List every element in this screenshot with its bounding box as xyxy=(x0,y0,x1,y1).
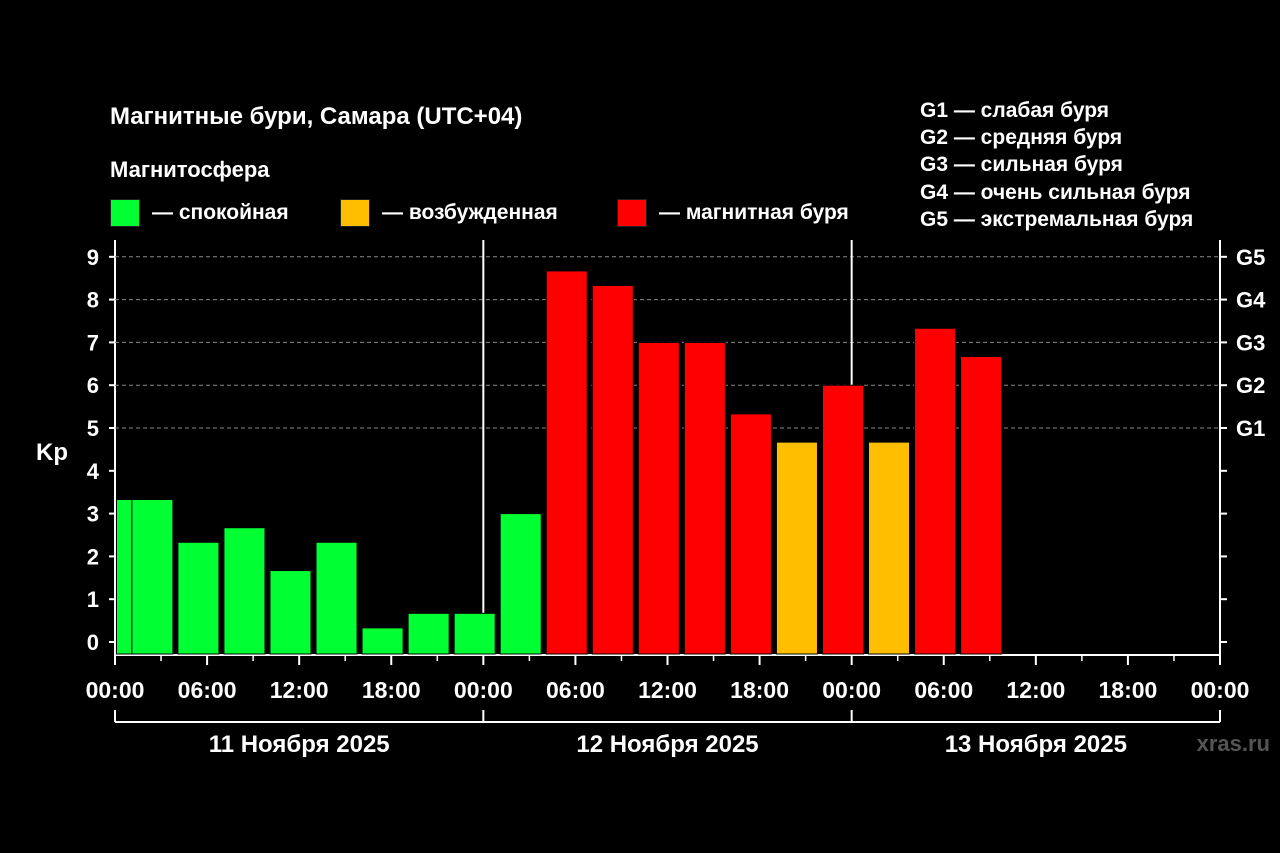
g-level-label-g5: G5 xyxy=(1236,245,1265,270)
y-tick-label: 5 xyxy=(87,416,99,441)
legend-label-quiet: — спокойная xyxy=(152,201,289,224)
kp-bar xyxy=(821,384,865,655)
kp-bar xyxy=(637,341,680,655)
g-legend-g4: G4 — очень сильная буря xyxy=(920,180,1191,204)
kp-bar xyxy=(177,541,220,655)
y-tick-label: 2 xyxy=(87,544,99,569)
legend-label-active: — возбужденная xyxy=(382,201,558,224)
kp-bar xyxy=(223,527,266,655)
y-tick-label: 1 xyxy=(87,587,99,612)
chart-title: Магнитные бури, Самара (UTC+04) xyxy=(110,103,523,130)
kp-bar xyxy=(868,441,911,655)
x-tick-label: 18:00 xyxy=(1099,677,1158,703)
kp-bar xyxy=(407,612,450,655)
day-label: 11 Ноября 2025 xyxy=(209,731,390,758)
kp-bar xyxy=(131,498,174,655)
x-tick-label: 12:00 xyxy=(270,677,329,703)
kp-bar xyxy=(315,541,358,655)
legend-swatch-active xyxy=(340,199,370,227)
kp-bar xyxy=(960,356,1003,655)
legend-item-active: — возбужденная xyxy=(340,199,558,227)
legend-item-quiet: — спокойная xyxy=(110,199,289,227)
kp-bar xyxy=(683,341,726,655)
y-tick-label: 4 xyxy=(87,459,100,484)
g-level-label-g2: G2 xyxy=(1236,373,1265,398)
watermark: xras.ru xyxy=(1196,731,1270,756)
x-tick-label: 06:00 xyxy=(914,677,973,703)
y-axis-label: Kp xyxy=(36,439,68,466)
y-tick-label: 7 xyxy=(87,330,99,355)
g-level-label-g1: G1 xyxy=(1236,416,1265,441)
legend-item-storm: — магнитная буря xyxy=(617,199,849,227)
g-legend-g1: G1 — слабая буря xyxy=(920,99,1110,122)
y-tick-label: 6 xyxy=(87,373,99,398)
x-tick-label: 06:00 xyxy=(178,677,237,703)
x-tick-label: 00:00 xyxy=(454,677,513,703)
kp-bar xyxy=(914,327,957,655)
legend-label-storm: — магнитная буря xyxy=(659,201,849,224)
x-tick-label: 00:00 xyxy=(822,677,881,703)
x-tick-label: 12:00 xyxy=(1006,677,1065,703)
y-tick-label: 9 xyxy=(87,245,99,270)
y-tick-label: 0 xyxy=(87,630,99,655)
legend-swatch-storm xyxy=(617,199,647,227)
y-tick-label: 3 xyxy=(87,502,99,527)
x-tick-label: 18:00 xyxy=(362,677,421,703)
legend-subtitle: Магнитосфера xyxy=(110,157,270,182)
x-tick-label: 12:00 xyxy=(638,677,697,703)
kp-bar xyxy=(545,270,588,655)
g-level-label-g3: G3 xyxy=(1236,330,1265,355)
day-label: 13 Ноября 2025 xyxy=(945,731,1127,758)
kp-bar xyxy=(269,570,312,655)
kp-bar xyxy=(775,441,818,655)
kp-bar xyxy=(361,627,404,655)
g-legend-g2: G2 — средняя буря xyxy=(920,126,1123,150)
kp-bar xyxy=(453,612,496,655)
g-legend-g5: G5 — экстремальная буря xyxy=(920,207,1194,231)
x-tick-label: 06:00 xyxy=(546,677,605,703)
g-level-label-g4: G4 xyxy=(1236,288,1266,313)
legend-swatch-quiet xyxy=(110,199,140,227)
g-legend-g3: G3 — сильная буря xyxy=(920,153,1123,177)
kp-bar xyxy=(591,284,634,655)
x-tick-label: 00:00 xyxy=(86,677,145,703)
kp-bar xyxy=(499,513,542,655)
g-scale-legend: G1 — слабая буря G2 — средняя буря G3 — … xyxy=(920,97,1193,233)
x-tick-label: 00:00 xyxy=(1191,677,1250,703)
x-tick-label: 18:00 xyxy=(730,677,789,703)
day-label: 12 Ноября 2025 xyxy=(576,731,758,758)
kp-bar xyxy=(729,413,772,655)
y-tick-label: 8 xyxy=(87,288,99,313)
